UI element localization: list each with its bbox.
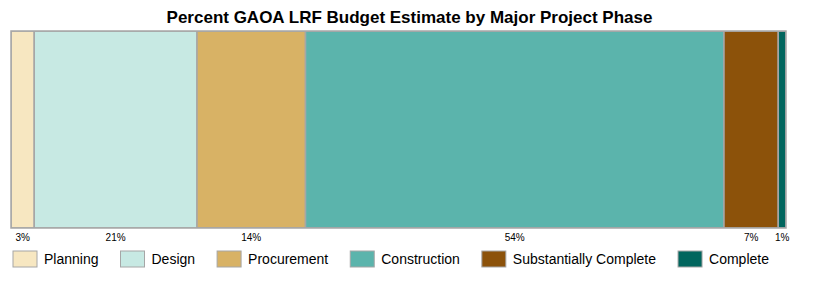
bars (11, 31, 786, 228)
plot-frame (11, 31, 786, 228)
legend-label: Design (152, 251, 196, 267)
bar-segment (778, 31, 786, 228)
legend-swatch (217, 251, 241, 267)
data-label: 1% (775, 232, 790, 243)
data-label: 54% (505, 232, 525, 243)
chart: Percent GAOA LRF Budget Estimate by Majo… (0, 0, 819, 282)
legend-label: Substantially Complete (513, 251, 656, 267)
legend-swatch (13, 251, 37, 267)
chart-title: Percent GAOA LRF Budget Estimate by Majo… (167, 8, 653, 27)
data-label: 14% (241, 232, 261, 243)
data-label: 21% (106, 232, 126, 243)
data-label: 3% (15, 232, 30, 243)
legend-label: Planning (44, 251, 99, 267)
legend-swatch (350, 251, 374, 267)
data-labels: 3% 21% 14% 54% 7% 1% (15, 232, 789, 243)
legend-swatch (121, 251, 145, 267)
bar-segment (197, 31, 306, 228)
data-label: 7% (744, 232, 759, 243)
legend: Planning Design Procurement Construction Sub… (13, 251, 769, 267)
bar-segment (306, 31, 725, 228)
legend-swatch (678, 251, 702, 267)
legend-label: Procurement (248, 251, 328, 267)
legend-label: Complete (709, 251, 769, 267)
bar-segment (724, 31, 778, 228)
legend-swatch (482, 251, 506, 267)
bar-segment (34, 31, 197, 228)
bar-segment (11, 31, 34, 228)
legend-label: Construction (381, 251, 460, 267)
